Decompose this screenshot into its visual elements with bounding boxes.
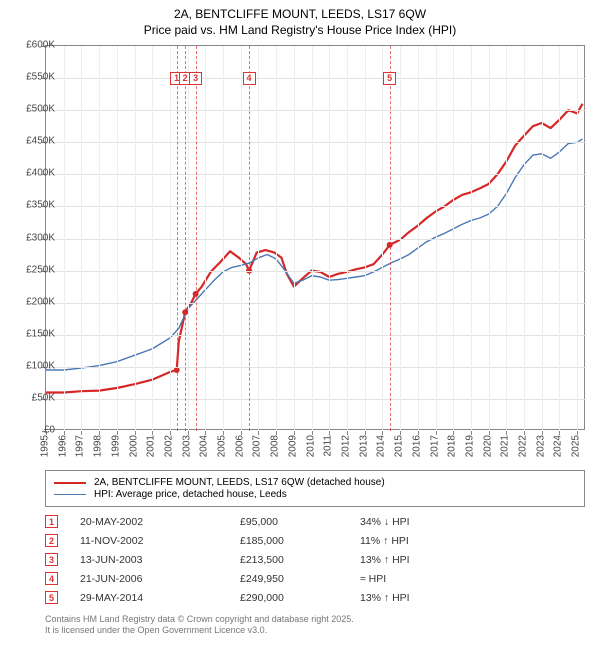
x-tick-label: 2020 xyxy=(482,435,493,457)
footer-line-1: Contains HM Land Registry data © Crown c… xyxy=(45,614,585,625)
legend-row: HPI: Average price, detached house, Leed… xyxy=(54,489,576,500)
chart-area: 12345 1995199619971998199920002001200220… xyxy=(45,45,585,430)
tx-index-box: 1 xyxy=(45,515,58,528)
x-tick-label: 2004 xyxy=(199,435,210,457)
y-tick-label: £200K xyxy=(11,296,55,307)
x-tick-label: 2009 xyxy=(287,435,298,457)
series-line xyxy=(46,104,583,393)
tx-index-box: 2 xyxy=(45,534,58,547)
tx-price: £185,000 xyxy=(240,535,360,547)
x-tick-label: 2002 xyxy=(163,435,174,457)
x-tick-label: 1995 xyxy=(40,435,51,457)
plot-area: 12345 xyxy=(45,45,585,430)
y-tick-label: £250K xyxy=(11,264,55,275)
x-tick-label: 2006 xyxy=(234,435,245,457)
table-row: 5 29-MAY-2014£290,00013% ↑ HPI xyxy=(45,588,585,607)
table-row: 3 13-JUN-2003£213,50013% ↑ HPI xyxy=(45,550,585,569)
x-tick-label: 2013 xyxy=(358,435,369,457)
x-tick-label: 2025 xyxy=(571,435,582,457)
y-tick-label: £300K xyxy=(11,232,55,243)
event-marker: 5 xyxy=(383,72,396,85)
x-tick-label: 2005 xyxy=(217,435,228,457)
x-tick-label: 2003 xyxy=(181,435,192,457)
x-tick-label: 2024 xyxy=(553,435,564,457)
x-tick-label: 2019 xyxy=(464,435,475,457)
table-row: 2 11-NOV-2002£185,00011% ↑ HPI xyxy=(45,531,585,550)
title-line-1: 2A, BENTCLIFFE MOUNT, LEEDS, LS17 6QW xyxy=(0,6,600,22)
x-tick-label: 2010 xyxy=(305,435,316,457)
x-tick-label: 2017 xyxy=(429,435,440,457)
x-tick-label: 1997 xyxy=(75,435,86,457)
title-block: 2A, BENTCLIFFE MOUNT, LEEDS, LS17 6QW Pr… xyxy=(0,0,600,40)
x-tick-label: 2012 xyxy=(340,435,351,457)
x-tick-label: 1996 xyxy=(57,435,68,457)
event-line xyxy=(249,46,250,431)
tx-delta: 11% ↑ HPI xyxy=(360,535,500,547)
y-tick-label: £500K xyxy=(11,104,55,115)
event-line xyxy=(196,46,197,431)
event-line xyxy=(390,46,391,431)
tx-index-box: 4 xyxy=(45,572,58,585)
event-line xyxy=(185,46,186,431)
tx-delta: ≈ HPI xyxy=(360,573,500,585)
x-tick-label: 2001 xyxy=(146,435,157,457)
tx-date: 11-NOV-2002 xyxy=(80,535,240,547)
tx-date: 20-MAY-2002 xyxy=(80,516,240,528)
event-marker: 4 xyxy=(243,72,256,85)
tx-index-box: 3 xyxy=(45,553,58,566)
y-tick-label: £0 xyxy=(11,425,55,436)
tx-delta: 13% ↑ HPI xyxy=(360,592,500,604)
title-line-2: Price paid vs. HM Land Registry's House … xyxy=(0,22,600,38)
legend-swatch xyxy=(54,494,86,495)
tx-price: £213,500 xyxy=(240,554,360,566)
tx-delta: 34% ↓ HPI xyxy=(360,516,500,528)
footer-line-2: It is licensed under the Open Government… xyxy=(45,625,585,636)
y-tick-label: £600K xyxy=(11,40,55,51)
tx-delta: 13% ↑ HPI xyxy=(360,554,500,566)
tx-date: 13-JUN-2003 xyxy=(80,554,240,566)
event-line xyxy=(177,46,178,431)
x-tick-label: 2022 xyxy=(518,435,529,457)
tx-date: 21-JUN-2006 xyxy=(80,573,240,585)
x-tick-label: 2018 xyxy=(447,435,458,457)
x-tick-label: 2015 xyxy=(394,435,405,457)
y-tick-label: £150K xyxy=(11,328,55,339)
x-tick-label: 2014 xyxy=(376,435,387,457)
x-tick-label: 2008 xyxy=(270,435,281,457)
y-tick-label: £350K xyxy=(11,200,55,211)
transactions-table: 1 20-MAY-2002£95,00034% ↓ HPI 2 11-NOV-2002… xyxy=(45,512,585,607)
x-tick-label: 2021 xyxy=(500,435,511,457)
legend-label: 2A, BENTCLIFFE MOUNT, LEEDS, LS17 6QW (d… xyxy=(94,477,385,488)
y-tick-label: £400K xyxy=(11,168,55,179)
table-row: 1 20-MAY-2002£95,00034% ↓ HPI xyxy=(45,512,585,531)
x-tick-label: 1998 xyxy=(93,435,104,457)
tx-date: 29-MAY-2014 xyxy=(80,592,240,604)
x-tick-label: 2023 xyxy=(535,435,546,457)
x-tick-label: 2016 xyxy=(411,435,422,457)
x-tick-label: 1999 xyxy=(110,435,121,457)
x-tick-label: 2007 xyxy=(252,435,263,457)
tx-price: £249,950 xyxy=(240,573,360,585)
footer: Contains HM Land Registry data © Crown c… xyxy=(45,614,585,637)
legend-swatch xyxy=(54,482,86,484)
y-tick-label: £50K xyxy=(11,392,55,403)
y-tick-label: £100K xyxy=(11,360,55,371)
legend-row: 2A, BENTCLIFFE MOUNT, LEEDS, LS17 6QW (d… xyxy=(54,477,576,488)
tx-price: £290,000 xyxy=(240,592,360,604)
tx-price: £95,000 xyxy=(240,516,360,528)
legend: 2A, BENTCLIFFE MOUNT, LEEDS, LS17 6QW (d… xyxy=(45,470,585,507)
y-tick-label: £550K xyxy=(11,72,55,83)
tx-index-box: 5 xyxy=(45,591,58,604)
event-marker: 3 xyxy=(189,72,202,85)
table-row: 4 21-JUN-2006£249,950≈ HPI xyxy=(45,569,585,588)
x-tick-label: 2000 xyxy=(128,435,139,457)
x-tick-label: 2011 xyxy=(323,435,334,457)
y-tick-label: £450K xyxy=(11,136,55,147)
legend-label: HPI: Average price, detached house, Leed… xyxy=(94,489,287,500)
